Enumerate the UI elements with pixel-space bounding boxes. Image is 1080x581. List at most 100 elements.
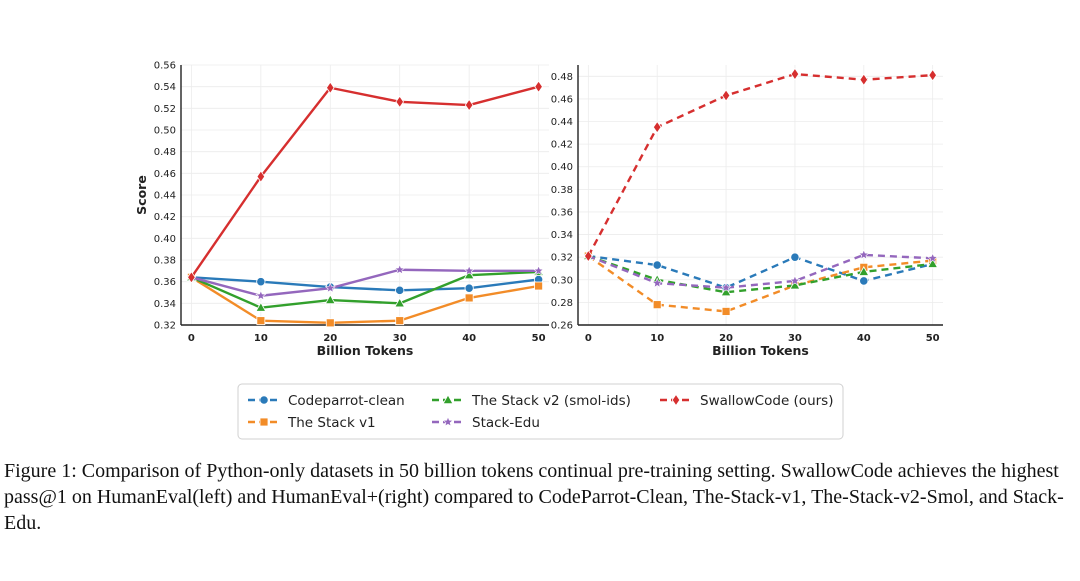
right-y-tick-label: 0.46 bbox=[551, 94, 573, 105]
legend-marker bbox=[259, 417, 269, 427]
legend-entry-the-stack-v1: The Stack v1 bbox=[248, 415, 376, 431]
right-x-axis-title: Billion Tokens bbox=[712, 343, 809, 358]
legend-label-codeparrot-clean: Codeparrot-clean bbox=[288, 393, 405, 409]
left-y-tick-label: 0.32 bbox=[154, 321, 176, 332]
legend-label-swallowcode: SwallowCode (ours) bbox=[700, 393, 833, 409]
right-x-tick-label: 40 bbox=[857, 333, 871, 344]
left-point-stack-edu bbox=[533, 265, 545, 276]
left-y-tick-label: 0.34 bbox=[154, 299, 176, 310]
left-point-swallowcode-ours bbox=[395, 95, 405, 109]
left-point-swallowcode-ours bbox=[534, 80, 543, 93]
right-y-tick-label: 0.38 bbox=[551, 185, 573, 196]
right-x-tick-label: 20 bbox=[719, 333, 733, 344]
right-y-tick-label: 0.48 bbox=[551, 72, 573, 83]
left-line-codeparrot-clean bbox=[191, 276, 539, 292]
right-series-stack-edu bbox=[582, 249, 939, 293]
left-line-swallowcode-ours bbox=[190, 85, 539, 279]
right-x-tick-label: 10 bbox=[650, 333, 664, 344]
left-point-the-stack-v1 bbox=[395, 316, 405, 326]
left-y-tick-label: 0.54 bbox=[154, 82, 176, 93]
left-x-tick-label: 10 bbox=[254, 333, 268, 344]
left-point-the-stack-v1 bbox=[325, 318, 335, 328]
left-y-tick-label: 0.42 bbox=[154, 212, 176, 223]
right-point-the-stack-v1 bbox=[721, 307, 731, 316]
left-line-the-stack-v1 bbox=[190, 276, 539, 325]
left-point-swallowcode-ours bbox=[464, 98, 474, 112]
right-line-codeparrot-clean bbox=[588, 254, 933, 289]
legend-marker bbox=[442, 416, 454, 427]
legend-label-stack-edu: Stack-Edu bbox=[472, 415, 540, 431]
right-y-tick-label: 0.30 bbox=[551, 275, 573, 286]
right-x-tick-label: 30 bbox=[788, 333, 802, 344]
right-y-tick-label: 0.42 bbox=[551, 140, 573, 151]
right-point-codeparrot-clean bbox=[790, 252, 800, 262]
left-point-swallowcode-ours bbox=[256, 170, 266, 183]
legend-swatch-stack-edu bbox=[432, 416, 464, 427]
right-y-tick-label: 0.28 bbox=[551, 298, 573, 309]
legend-marker bbox=[442, 394, 454, 404]
left-y-tick-label: 0.36 bbox=[154, 277, 176, 288]
right-point-the-stack-v2-smol-ids bbox=[858, 266, 870, 276]
right-point-the-stack-v2-smol-ids bbox=[927, 258, 939, 268]
legend-entry-swallowcode: SwallowCode (ours) bbox=[660, 393, 833, 409]
left-y-tick-label: 0.56 bbox=[154, 61, 176, 72]
right-series-swallowcode-ours bbox=[584, 67, 937, 263]
right-line-the-stack-v2-smol-ids bbox=[587, 254, 933, 294]
left-point-stack-edu bbox=[255, 289, 267, 301]
legend-frame bbox=[237, 383, 844, 440]
left-y-tick-label: 0.38 bbox=[154, 256, 176, 267]
right-point-swallowcode-ours bbox=[790, 67, 800, 81]
right-point-swallowcode-ours bbox=[859, 73, 869, 86]
legend-marker bbox=[259, 395, 269, 405]
left-x-axis-title: Billion Tokens bbox=[317, 343, 414, 358]
right-point-swallowcode-ours bbox=[584, 249, 593, 263]
left-point-the-stack-v2-smol-ids bbox=[394, 297, 406, 308]
left-point-swallowcode-ours bbox=[325, 81, 335, 94]
right-y-tick-label: 0.26 bbox=[551, 321, 573, 332]
left-line-stack-edu bbox=[191, 268, 539, 297]
legend-entry-codeparrot-clean: Codeparrot-clean bbox=[248, 393, 405, 409]
legend-entry-the-stack-v2: The Stack v2 (smol-ids) bbox=[432, 393, 631, 409]
left-point-the-stack-v1 bbox=[464, 293, 474, 303]
left-y-axis-title: Score bbox=[134, 175, 149, 215]
right-x-tick-label: 50 bbox=[926, 333, 940, 344]
left-y-tick-label: 0.48 bbox=[154, 147, 176, 158]
left-x-tick-label: 0 bbox=[188, 333, 195, 344]
left-y-tick-label: 0.40 bbox=[154, 234, 176, 245]
right-point-stack-edu bbox=[927, 252, 939, 264]
right-y-tick-label: 0.34 bbox=[551, 230, 573, 241]
legend-label-the-stack-v1: The Stack v1 bbox=[287, 415, 376, 431]
left-x-tick-label: 20 bbox=[323, 333, 337, 344]
right-y-tick-label: 0.40 bbox=[551, 162, 573, 173]
right-y-tick-label: 0.44 bbox=[551, 117, 573, 128]
legend-marker bbox=[671, 393, 681, 407]
left-x-tick-label: 30 bbox=[393, 333, 407, 344]
left-y-tick-label: 0.44 bbox=[154, 191, 176, 202]
right-point-swallowcode-ours bbox=[721, 89, 731, 102]
right-y-tick-label: 0.32 bbox=[551, 253, 573, 264]
left-x-tick-label: 50 bbox=[532, 333, 546, 344]
right-point-codeparrot-clean bbox=[859, 276, 869, 286]
left-point-the-stack-v1 bbox=[256, 316, 266, 326]
right-point-stack-edu bbox=[789, 275, 801, 286]
left-point-the-stack-v2-smol-ids bbox=[255, 301, 267, 312]
left-point-codeparrot-clean bbox=[395, 285, 405, 295]
left-point-stack-edu bbox=[324, 282, 336, 293]
legend-label-the-stack-v2: The Stack v2 (smol-ids) bbox=[471, 393, 631, 409]
legend-swatch-the-stack-v2 bbox=[432, 394, 464, 404]
left-y-tick-label: 0.52 bbox=[154, 104, 176, 115]
left-point-stack-edu bbox=[394, 263, 406, 275]
left-y-tick-label: 0.46 bbox=[154, 169, 176, 180]
left-y-tick-label: 0.50 bbox=[154, 126, 176, 137]
right-point-codeparrot-clean bbox=[652, 260, 662, 270]
left-point-the-stack-v1 bbox=[534, 281, 543, 291]
legend-swatch-the-stack-v1 bbox=[248, 417, 280, 427]
left-point-codeparrot-clean bbox=[464, 283, 474, 293]
left-series-swallowcode-ours bbox=[187, 80, 543, 284]
right-series-the-stack-v2-smol-ids bbox=[582, 250, 939, 297]
left-point-the-stack-v2-smol-ids bbox=[324, 294, 336, 305]
left-x-tick-label: 40 bbox=[462, 333, 476, 344]
legend-swatch-swallowcode bbox=[660, 393, 692, 407]
left-point-stack-edu bbox=[463, 265, 475, 276]
